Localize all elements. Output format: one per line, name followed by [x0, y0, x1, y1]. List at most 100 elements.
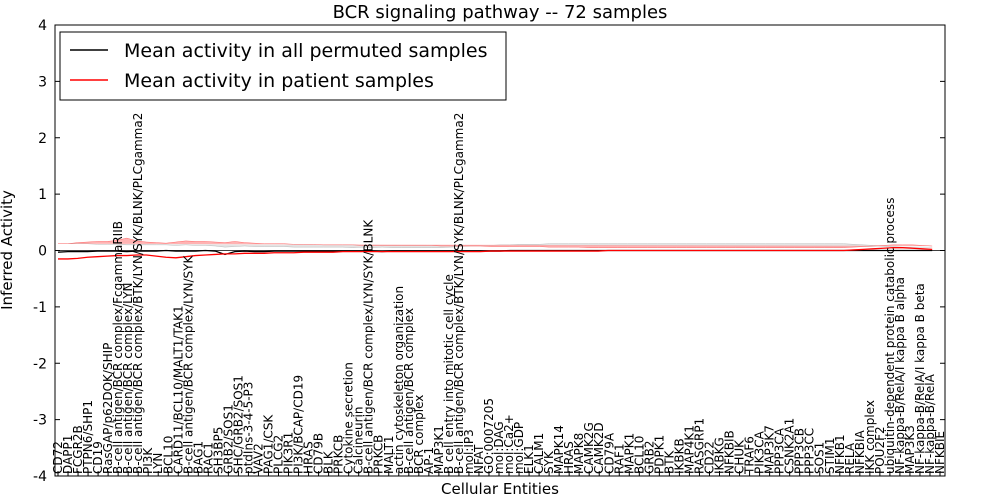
x-tick-label: mol:IP3	[462, 429, 476, 474]
x-tick-label: mol:Ca2+	[502, 414, 516, 474]
legend-label-patient: Mean activity in patient samples	[124, 70, 434, 92]
x-tick-label: NFAT	[472, 444, 486, 474]
x-tick-label: BCR complex	[412, 395, 426, 474]
x-tick-label: RasGAP/p62DOK/SHIP	[101, 343, 115, 474]
x-tick-label: PDPK1	[652, 435, 666, 474]
x-axis-ticks: CD72DAPP1FCGR2BPTPN6/SHP1CD19RasGAP/p62D…	[51, 113, 947, 476]
x-tick-label: CD19	[91, 441, 105, 474]
x-tick-label: MAP3K1	[432, 425, 446, 474]
x-tick-label: PI3K/BCAP/CD19	[292, 375, 306, 474]
x-tick-label: NF-kappa-B/RelA/I kappa B beta	[913, 283, 927, 474]
x-tick-label: CD79B	[312, 433, 326, 474]
x-tick-label: NFKB1	[833, 434, 847, 474]
patient-mean-line	[58, 247, 933, 260]
x-tick-label: RAC1	[201, 442, 215, 474]
x-tick-label: CHUK	[733, 439, 747, 474]
x-tick-label: PPP3CA	[773, 427, 787, 474]
x-tick-label: NFKBIE	[933, 431, 947, 474]
y-tick-label: 2	[38, 131, 47, 147]
x-tick-label: actin cytoskeleton organization	[392, 286, 406, 474]
x-tick-label: Cytokine secretion	[342, 362, 356, 474]
x-tick-label: GRB2	[642, 440, 656, 474]
x-tick-label: PIK3CA	[753, 430, 767, 474]
x-tick-label: GRB2/SOS1	[221, 404, 235, 474]
x-tick-label: CSNK2A1	[783, 418, 797, 474]
x-tick-label: NFKBIB	[723, 430, 737, 474]
x-tick-label: SYK	[542, 450, 556, 474]
y-tick-label: 0	[38, 244, 47, 260]
y-tick-label: -4	[33, 469, 47, 485]
x-tick-label: SH3BP5	[211, 427, 225, 474]
x-tick-label: MAP3K7	[763, 425, 777, 474]
x-tick-label: IKK complex	[863, 400, 877, 474]
x-tick-label: RASGRP1	[692, 418, 706, 474]
x-tick-label: PPP3CC	[803, 428, 817, 474]
x-tick-label: CAMK2D	[592, 422, 606, 474]
x-tick-label: DAPP1	[61, 435, 75, 474]
y-tick-label: -1	[33, 300, 47, 316]
x-tick-label: MAPK8	[572, 433, 586, 474]
x-tick-label: IKBKB	[672, 438, 686, 474]
x-tick-label: PI3K	[141, 447, 155, 474]
x-tick-label: mol:DAG	[492, 421, 506, 474]
x-tick-label: CALM1	[532, 433, 546, 474]
legend-box	[59, 31, 507, 101]
x-tick-label: B-cell antigen/BCR complex	[402, 308, 416, 474]
x-tick-label: NF-kappa-B/RelA	[923, 373, 937, 474]
x-tick-label: POU2F2	[873, 426, 887, 474]
x-tick-label: MAP4K1	[682, 425, 696, 474]
x-tick-label: PRKCB	[372, 435, 386, 474]
x-tick-label: STIM1	[823, 438, 837, 474]
x-tick-label: PPP3CB	[793, 428, 807, 474]
x-tick-label: LYN	[151, 453, 165, 474]
series-lines	[57, 247, 933, 260]
x-tick-label: MALT1	[382, 435, 396, 474]
x-tick-label: RELA	[843, 442, 857, 474]
x-tick-label: ptdIns-3-4-5-P3	[241, 382, 255, 474]
x-tick-label: BLK	[322, 450, 336, 474]
x-tick-label: AP-1	[422, 447, 436, 474]
x-tick-label: BCL10	[161, 436, 175, 474]
legend-label-permuted: Mean activity in all permuted samples	[124, 40, 487, 62]
x-tick-label: GO:0007205	[482, 398, 496, 474]
legend: Mean activity in all permuted samples Me…	[59, 31, 507, 101]
y-tick-label: 4	[38, 18, 47, 34]
x-tick-label: PIK3R1	[282, 432, 296, 474]
confidence-bands	[58, 237, 933, 248]
x-tick-label: PLCG2	[272, 435, 286, 474]
x-tick-label: SOS1	[813, 442, 827, 474]
x-tick-label: B cell entry into mitotic cell cycle	[442, 274, 456, 474]
x-tick-label: MAPK1	[622, 433, 636, 474]
x-tick-label: B-cell antigen/BCR complex/FcgammaRIIB	[111, 221, 125, 474]
x-tick-label: MAPK14	[552, 425, 566, 474]
x-tick-label: Calcineurin	[352, 407, 366, 474]
x-tick-label: PTPN6/SHP1	[81, 400, 95, 474]
x-tick-label: B-cell antigen/BCR complex/LYN	[121, 282, 135, 474]
x-tick-label: TRAF6	[743, 436, 757, 475]
x-tick-label: CD79A	[602, 432, 616, 474]
x-tick-label: IKBKG	[713, 437, 727, 474]
plot-frame	[54, 24, 946, 477]
x-tick-label: BTK	[662, 449, 676, 474]
x-tick-label: ELK1	[522, 444, 536, 474]
y-tick-label: -2	[33, 356, 47, 372]
x-tick-label: PAG1/CSK	[261, 414, 275, 474]
y-tick-label: 1	[38, 187, 47, 203]
x-tick-label: FCGR2B	[71, 425, 85, 474]
chart-title: BCR signaling pathway -- 72 samples	[333, 2, 668, 23]
x-tick-label: NFKBIA	[853, 429, 867, 474]
patient-band	[58, 237, 933, 248]
y-axis-label: Inferred Activity	[0, 190, 16, 310]
x-tick-label: SHC/GRB2/SOS1	[231, 375, 245, 474]
x-tick-label: B-cell antigen/BCR complex/BTK/LYN/SYK/B…	[131, 113, 145, 474]
x-tick-label: ubiquitin-dependent protein catabolic pr…	[883, 198, 897, 474]
x-tick-label: PRKCB	[332, 435, 346, 474]
x-tick-label: B-cell antigen/BCR complex/BTK/LYN/SYK/B…	[452, 113, 466, 474]
x-axis-label: Cellular Entities	[441, 480, 559, 498]
x-tick-label: CD22	[702, 441, 716, 474]
y-tick-label: -3	[33, 413, 47, 429]
x-tick-label: CAMK2G	[582, 422, 596, 474]
x-tick-label: HRAS	[302, 441, 316, 474]
x-tick-label: HRAS	[562, 441, 576, 474]
y-tick-label: 3	[38, 74, 47, 90]
